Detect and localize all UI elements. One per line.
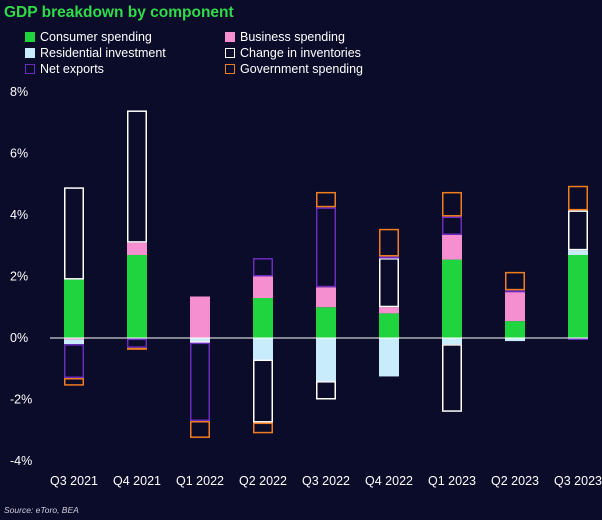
x-tick-label: Q3 2022 [302,474,350,488]
legend-label: Residential investment [40,46,166,60]
bar-inventories-q3-2023 [568,210,588,251]
bar-government-q2-2023 [505,271,525,291]
y-tick-label: 4% [10,208,28,222]
bar-consumer-q4-2022 [379,313,399,338]
bar-business-q4-2022 [379,307,399,314]
legend-swatch-government [225,64,235,74]
bar-net-exports-q2-2023 [505,290,525,293]
bar-net-exports-q4-2021 [127,338,147,348]
bar-inventories-q2-2022 [253,359,273,423]
bar-government-q4-2021 [127,347,147,350]
bar-government-q2-2022 [253,422,273,434]
bar-inventories-q4-2021 [127,110,147,243]
bar-business-q3-2022 [316,287,336,308]
x-tick-label: Q4 2021 [113,474,161,488]
x-tick-label: Q1 2022 [176,474,224,488]
bar-consumer-q3-2023 [568,254,588,338]
bar-residential-q1-2022 [190,338,210,342]
bar-residential-q2-2022 [253,338,273,360]
y-tick-label: -4% [10,454,32,468]
legend-label: Consumer spending [40,30,152,44]
bar-business-q1-2022 [190,296,210,338]
legend-swatch-residential [25,48,35,58]
legend-swatch-business [225,32,235,42]
legend-swatch-inventories [225,48,235,58]
bar-residential-q3-2021 [64,339,84,345]
bar-residential-q4-2022 [379,338,399,377]
bar-net-exports-q3-2023 [568,338,588,340]
bar-government-q3-2023 [568,185,588,211]
legend-label: Net exports [40,62,104,76]
x-tick-label: Q1 2023 [428,474,476,488]
bar-consumer-q2-2022 [253,298,273,338]
bar-consumer-q4-2021 [127,254,147,338]
bar-inventories-q4-2022 [379,258,399,308]
legend-swatch-consumer [25,32,35,42]
bar-inventories-q1-2023 [442,344,462,412]
legend-label: Change in inventories [240,46,361,60]
x-tick-label: Q3 2021 [50,474,98,488]
source-note: Source: eToro, BEA [4,505,79,515]
legend: Consumer spending Business spending Reside… [0,0,602,80]
bar-government-q1-2022 [190,421,210,438]
bar-government-q3-2022 [316,191,336,208]
bar-business-q3-2021 [64,338,84,340]
bar-consumer-q3-2022 [316,307,336,338]
bar-inventories-q3-2021 [64,187,84,280]
bar-consumer-q2-2023 [505,321,525,338]
bar-residential-q3-2023 [568,250,588,255]
bar-net-exports-q2-2022 [253,258,273,277]
bar-net-exports-q1-2022 [190,342,210,422]
legend-swatch-net-exports [25,64,35,74]
bar-government-q1-2023 [442,191,462,217]
x-tick-label: Q4 2022 [365,474,413,488]
bar-business-q2-2022 [253,276,273,299]
y-tick-label: 0% [10,331,28,345]
bar-inventories-q1-2022 [190,341,210,344]
bar-government-q4-2022 [379,228,399,257]
legend-label: Business spending [240,30,345,44]
bar-business-q1-2023 [442,234,462,260]
y-tick-label: 2% [10,270,28,284]
x-tick-label: Q3 2023 [554,474,602,488]
bar-residential-q1-2023 [442,338,462,345]
bar-business-q2-2023 [505,291,525,322]
bar-government-q3-2021 [64,377,84,386]
legend-label: Government spending [240,62,363,76]
x-tick-label: Q2 2023 [491,474,539,488]
bar-consumer-q1-2023 [442,259,462,338]
bar-inventories-q3-2022 [316,381,336,400]
bar-consumer-q3-2021 [64,279,84,338]
bar-net-exports-q3-2022 [316,207,336,288]
bar-residential-q3-2022 [316,338,336,382]
bar-net-exports-q3-2021 [64,344,84,378]
y-tick-label: -2% [10,393,32,407]
y-tick-label: 8% [10,85,28,99]
bar-net-exports-q1-2023 [442,216,462,235]
y-tick-label: 6% [10,147,28,161]
bar-business-q4-2021 [127,242,147,255]
bar-net-exports-q4-2022 [379,256,399,259]
chart-title: GDP breakdown by component [4,4,234,21]
x-tick-label: Q2 2022 [239,474,287,488]
bar-residential-q2-2023 [505,338,525,342]
